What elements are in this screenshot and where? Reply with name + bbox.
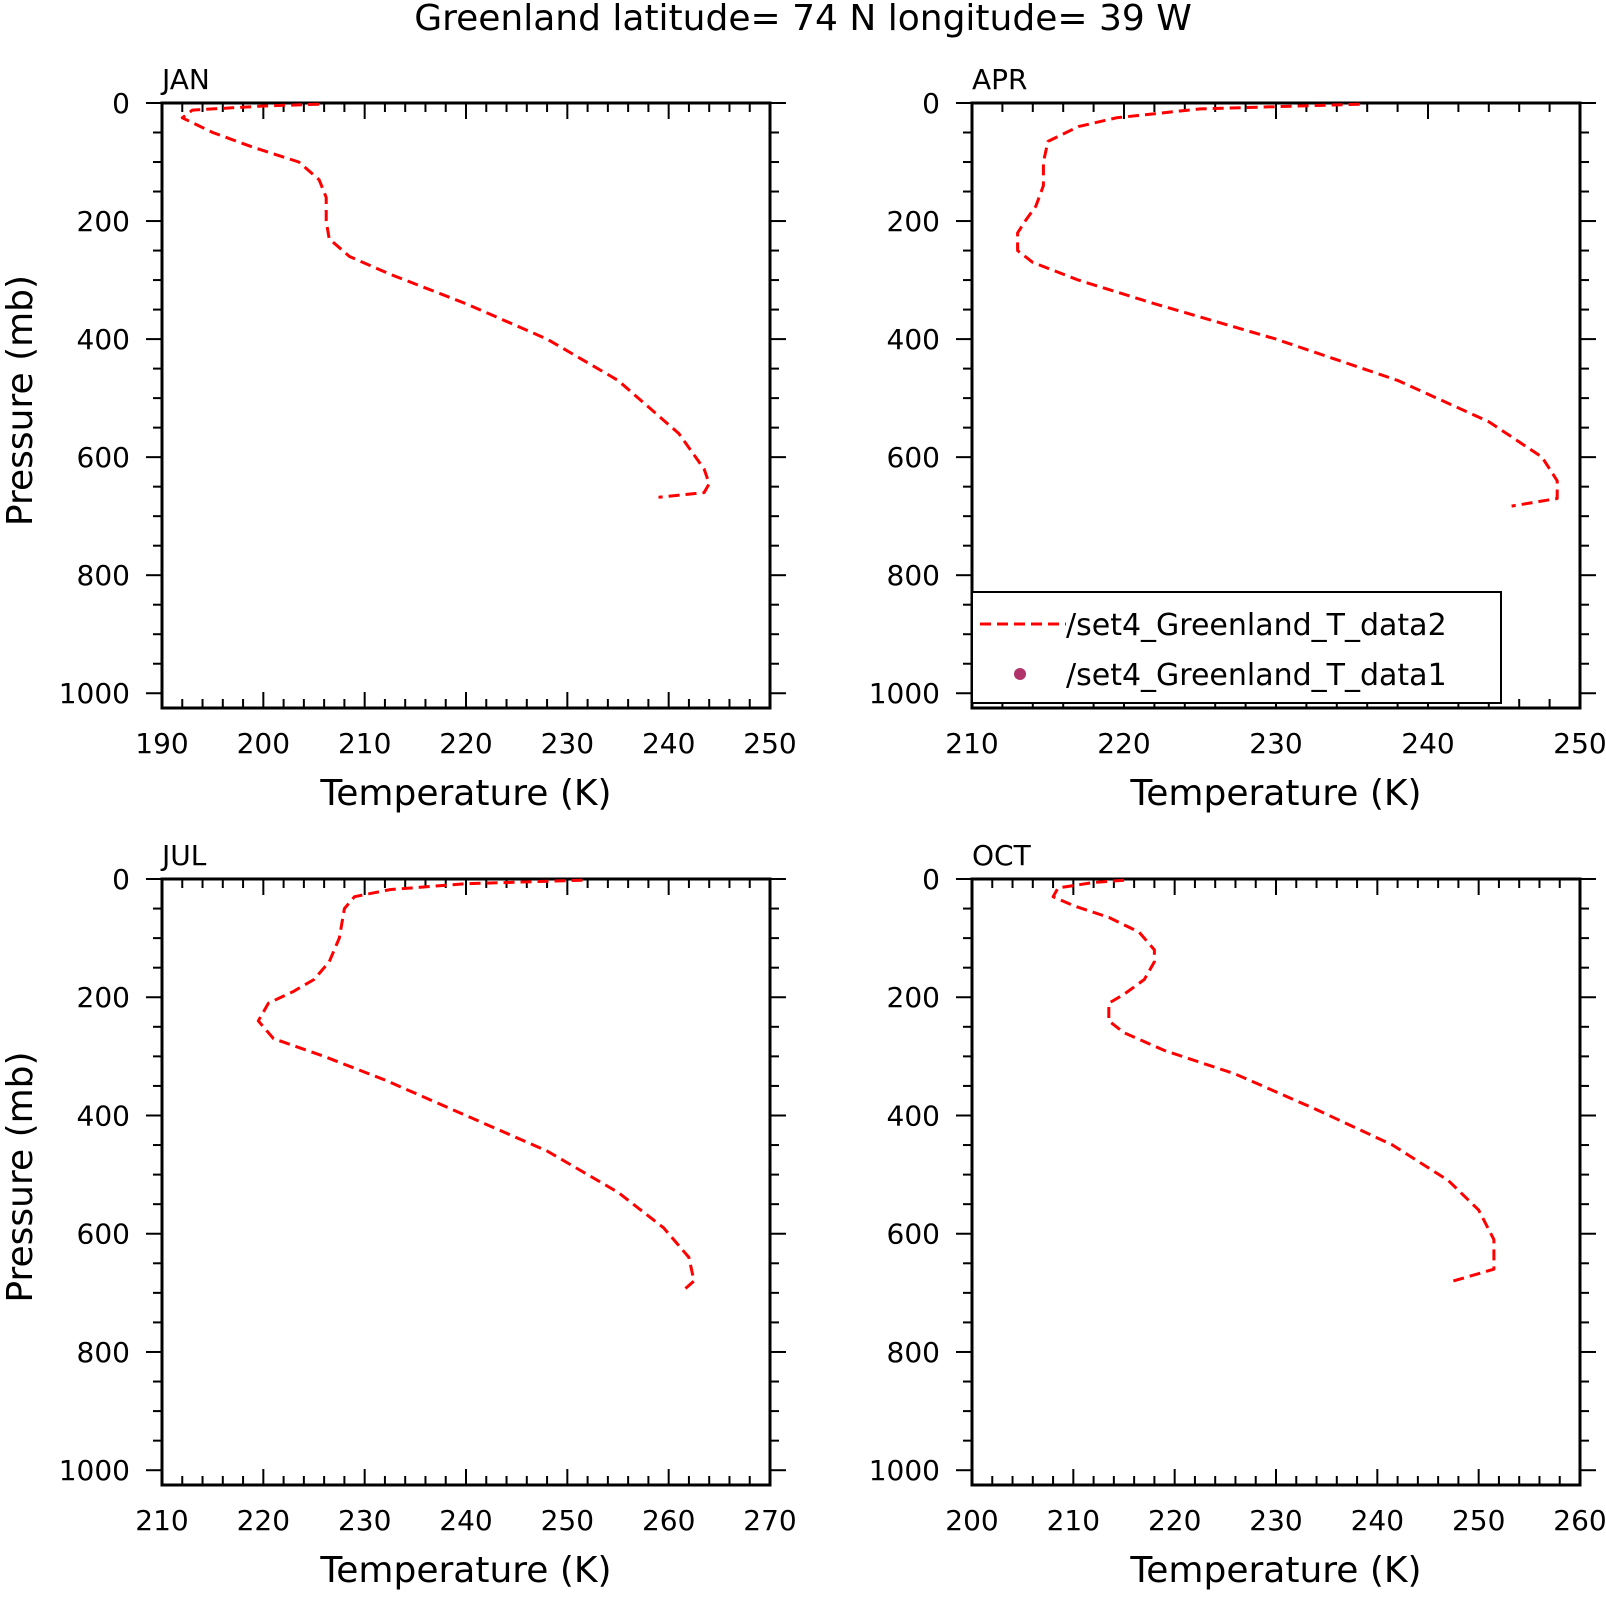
x-tick-label: 220 <box>1097 727 1150 760</box>
x-tick-label: 230 <box>1249 727 1302 760</box>
y-tick-label: 0 <box>922 87 940 120</box>
legend: /set4_Greenland_T_data2 /set4_Greenland_… <box>971 591 1502 704</box>
x-tick-label: 240 <box>1401 727 1454 760</box>
y-tick-label: 600 <box>887 1218 940 1251</box>
panel-label: JAN <box>160 63 210 96</box>
y-tick-label: 600 <box>77 1218 130 1251</box>
x-tick-label: 250 <box>1553 727 1606 760</box>
x-axis-title: Temperature (K) <box>319 1550 611 1591</box>
series-line <box>180 102 711 499</box>
panel-label: APR <box>972 63 1028 96</box>
x-tick-label: 210 <box>1047 1504 1100 1537</box>
x-tick-label: 250 <box>743 727 796 760</box>
plot-frame <box>970 877 1582 1487</box>
series-line <box>256 878 696 1292</box>
x-tick-label: 260 <box>1553 1504 1606 1537</box>
chart-panel-apr: APR 210 220 230 240 250 Temperature (K) 0 200 400… <box>869 63 1606 814</box>
chart-panel-jul: JUL 210 220 230 240 250 260 270 Temperature (K) 0… <box>0 839 797 1591</box>
y-tick-label: 600 <box>887 441 940 474</box>
legend-dot-sample <box>1014 668 1026 680</box>
x-tick-label: 220 <box>237 1504 290 1537</box>
chart-panel-oct: OCT 200 210 220 230 240 250 260 Temperature (K) 0… <box>869 839 1606 1591</box>
x-axis-title: Temperature (K) <box>1129 1550 1421 1591</box>
y-tick-label: 800 <box>887 559 940 592</box>
x-tick-label: 240 <box>439 1504 492 1537</box>
y-tick-label: 200 <box>77 205 130 238</box>
legend-entry-label: /set4_Greenland_T_data1 <box>1066 658 1447 693</box>
series-line <box>1016 102 1559 508</box>
y-tick-label: 1000 <box>869 677 940 710</box>
y-tick-label: 600 <box>77 441 130 474</box>
y-tick-label: 400 <box>887 1099 940 1132</box>
y-tick-label: 200 <box>887 981 940 1014</box>
y-tick-label: 800 <box>77 559 130 592</box>
x-tick-label: 220 <box>439 727 492 760</box>
y-tick-label: 800 <box>887 1336 940 1369</box>
y-tick-label: 800 <box>77 1336 130 1369</box>
plot-frame <box>160 877 772 1487</box>
y-tick-label: 400 <box>77 1099 130 1132</box>
legend-box <box>971 591 1502 704</box>
x-tick-label: 230 <box>541 727 594 760</box>
x-tick-label: 210 <box>945 727 998 760</box>
panel-label: OCT <box>972 839 1032 872</box>
y-axis-title: Pressure (mb) <box>0 275 41 526</box>
x-tick-label: 230 <box>338 1504 391 1537</box>
x-tick-label: 250 <box>541 1504 594 1537</box>
plot-frame <box>160 101 772 710</box>
x-axis-title: Temperature (K) <box>1129 773 1421 814</box>
x-tick-label: 210 <box>135 1504 188 1537</box>
panels: JAN 190 200 210 220 230 240 250 Temperature (K) 0… <box>0 63 1606 1591</box>
chart-panel-jan: JAN 190 200 210 220 230 240 250 Temperature (K) 0… <box>0 63 797 814</box>
figure-title: Greenland latitude= 74 N longitude= 39 W <box>414 0 1192 39</box>
legend-entry-label: /set4_Greenland_T_data2 <box>1066 608 1447 643</box>
x-tick-label: 240 <box>642 727 695 760</box>
y-axis-title: Pressure (mb) <box>0 1051 41 1302</box>
x-tick-label: 220 <box>1148 1504 1201 1537</box>
y-tick-label: 1000 <box>59 1454 130 1487</box>
x-tick-label: 190 <box>135 727 188 760</box>
y-tick-label: 200 <box>77 981 130 1014</box>
x-tick-label: 240 <box>1351 1504 1404 1537</box>
y-tick-label: 400 <box>77 323 130 356</box>
y-tick-label: 1000 <box>869 1454 940 1487</box>
y-tick-label: 400 <box>887 323 940 356</box>
x-tick-label: 270 <box>743 1504 796 1537</box>
x-tick-label: 200 <box>237 727 290 760</box>
y-tick-label: 0 <box>112 863 130 896</box>
x-tick-label: 210 <box>338 727 391 760</box>
y-tick-label: 0 <box>112 87 130 120</box>
y-tick-label: 0 <box>922 863 940 896</box>
x-tick-label: 250 <box>1452 1504 1505 1537</box>
series-line <box>1051 878 1496 1283</box>
y-tick-label: 200 <box>887 205 940 238</box>
y-tick-label: 1000 <box>59 677 130 710</box>
x-tick-label: 260 <box>642 1504 695 1537</box>
x-tick-label: 200 <box>945 1504 998 1537</box>
x-tick-label: 230 <box>1249 1504 1302 1537</box>
panel-label: JUL <box>160 839 207 872</box>
x-axis-title: Temperature (K) <box>319 773 611 814</box>
